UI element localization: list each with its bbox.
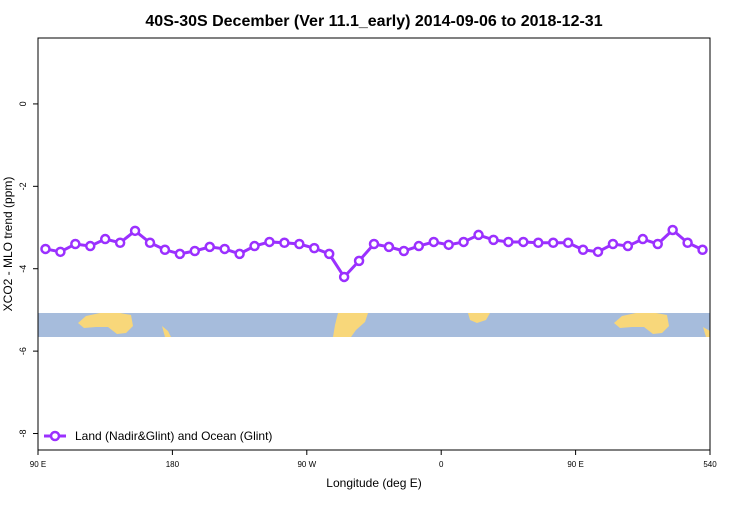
y-tick-label: -8 [18, 430, 28, 438]
data-point [204, 241, 215, 253]
data-point [353, 255, 365, 267]
data-point [368, 238, 380, 250]
data-point [338, 271, 350, 283]
data-point [234, 248, 245, 260]
y-axis-label: XCO2 - MLO trend (ppm) [1, 177, 15, 312]
data-point [174, 248, 186, 260]
data-point [383, 241, 395, 253]
data-point [264, 236, 275, 248]
data-point [99, 233, 111, 245]
data-point [697, 244, 708, 256]
land [333, 313, 368, 337]
data-point [323, 248, 335, 260]
data-point [189, 245, 201, 257]
data-point [85, 240, 96, 252]
y-tick-label: -6 [18, 347, 28, 355]
data-point [428, 236, 439, 248]
y-tick-label: -4 [18, 265, 28, 273]
data-point [398, 245, 410, 257]
data-point [682, 237, 693, 249]
data-point [413, 240, 425, 252]
legend-label: Land (Nadir&Glint) and Ocean (Glint) [75, 429, 272, 443]
x-tick-label: 90 E [30, 460, 46, 469]
land [703, 327, 710, 337]
data-point [607, 238, 619, 250]
legend-marker [49, 430, 61, 442]
data-point [503, 236, 514, 248]
data-point [55, 246, 66, 258]
series-line [45, 227, 704, 280]
data-point [249, 240, 260, 252]
data-point [443, 239, 454, 251]
data-point [70, 238, 81, 250]
data-point [488, 234, 499, 246]
data-point [114, 237, 126, 249]
land [78, 313, 133, 334]
data-point [577, 244, 589, 256]
y-tick-label: -2 [18, 182, 28, 190]
x-tick-label: 90 E [567, 460, 583, 469]
data-point [159, 244, 171, 256]
land [468, 313, 490, 323]
x-tick-label: 180 [166, 460, 180, 469]
land [614, 313, 669, 334]
data-point [637, 233, 649, 245]
data-point [219, 243, 230, 255]
data-point [40, 243, 51, 255]
data-point [652, 238, 663, 250]
data-point [144, 237, 156, 249]
data-point [279, 237, 290, 249]
x-axis-label: Longitude (deg E) [326, 476, 421, 490]
data-point [667, 224, 678, 236]
data-point [518, 236, 529, 248]
y-tick-label: 0 [18, 101, 28, 106]
plot-frame [37, 37, 711, 451]
data-point [473, 229, 484, 241]
data-point [592, 246, 604, 258]
data-point [547, 237, 559, 249]
x-tick-label: 90 W [297, 460, 316, 469]
chart-title: 40S-30S December (Ver 11.1_early) 2014-0… [145, 13, 602, 30]
data-point [294, 238, 305, 250]
land [162, 326, 171, 337]
map-strip [38, 313, 710, 337]
data-point [309, 242, 320, 254]
x-tick-label: 0 [439, 460, 444, 469]
data-point [562, 237, 574, 249]
data-point [533, 237, 544, 249]
data-point [129, 225, 141, 237]
ocean-band [38, 313, 710, 337]
data-point [458, 236, 469, 248]
x-tick-label: 540 [703, 460, 717, 469]
data-point [622, 240, 634, 252]
